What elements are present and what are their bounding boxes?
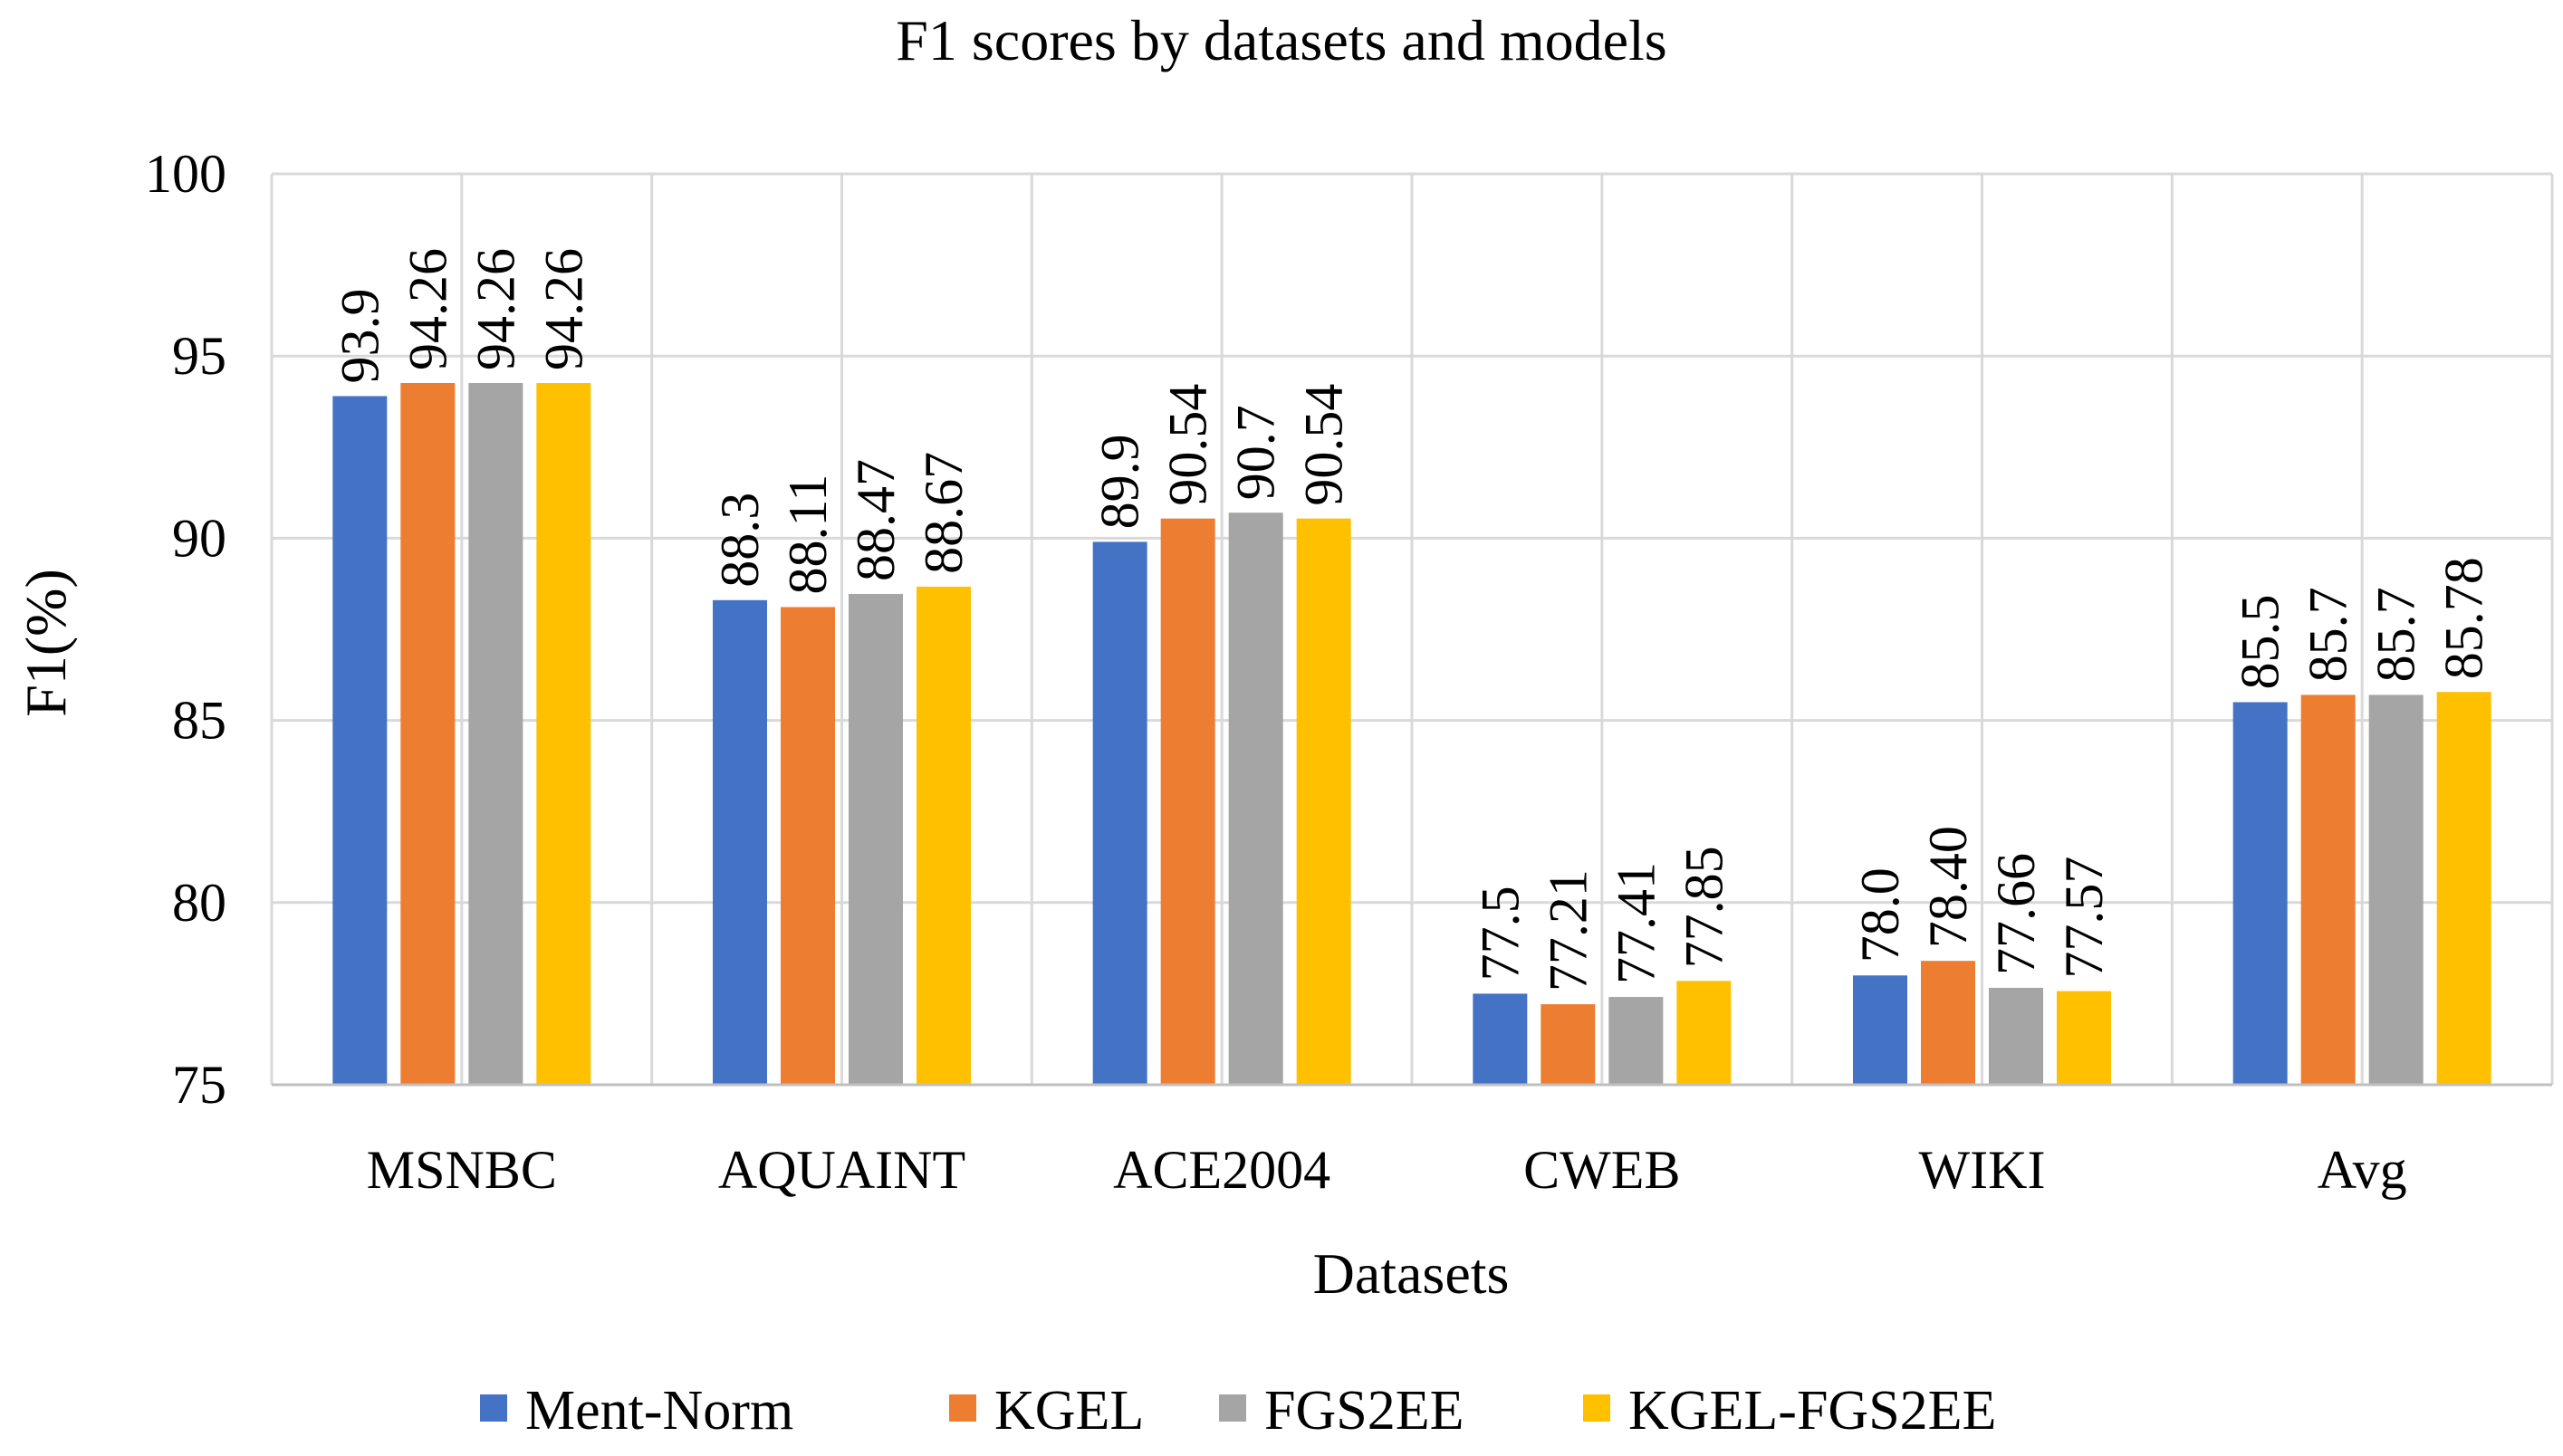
bar-value-label: 77.21 bbox=[1538, 869, 1598, 991]
y-tick-label: 80 bbox=[172, 873, 226, 933]
bar bbox=[917, 586, 971, 1085]
bar bbox=[536, 382, 591, 1085]
bar bbox=[2057, 991, 2111, 1085]
bar-value-label: 77.57 bbox=[2054, 857, 2114, 979]
bar-value-label: 94.26 bbox=[466, 248, 525, 370]
bar bbox=[1296, 518, 1351, 1085]
x-tick-label: MSNBC bbox=[367, 1140, 557, 1200]
bar bbox=[1921, 961, 1975, 1085]
bar-value-label: 78.0 bbox=[1850, 867, 1910, 963]
legend-label: FGS2EE bbox=[1264, 1380, 1464, 1442]
legend-swatch bbox=[949, 1394, 976, 1422]
legend-label: KGEL bbox=[994, 1380, 1144, 1442]
bar bbox=[2436, 692, 2491, 1085]
bar-value-label: 85.7 bbox=[2299, 587, 2358, 682]
bar-value-label: 93.9 bbox=[330, 288, 389, 383]
y-tick-label: 95 bbox=[172, 326, 226, 386]
bars bbox=[332, 382, 2491, 1085]
legend-swatch bbox=[1219, 1394, 1246, 1422]
bar-value-label: 77.85 bbox=[1674, 846, 1733, 968]
legend-label: Ment-Norm bbox=[525, 1380, 793, 1442]
x-tick-label: Avg bbox=[2318, 1140, 2407, 1200]
bar bbox=[1853, 975, 1907, 1085]
bar bbox=[468, 382, 523, 1085]
bar bbox=[1228, 512, 1283, 1085]
bar bbox=[713, 599, 767, 1085]
x-tick-label: WIKI bbox=[1919, 1140, 2046, 1200]
axes: 75 80 85 90 95 100 MSNBC AQUAINT ACE2004 CWEB WIKI… bbox=[145, 144, 2552, 1200]
bar bbox=[332, 396, 388, 1085]
y-tick-label: 75 bbox=[172, 1055, 226, 1115]
y-tick-label: 100 bbox=[145, 144, 226, 204]
bar-value-label: 77.41 bbox=[1606, 862, 1665, 984]
grid bbox=[270, 172, 2554, 1085]
bar-value-label: 78.40 bbox=[1918, 826, 1978, 948]
bar bbox=[1608, 997, 1664, 1085]
bar bbox=[2232, 702, 2288, 1085]
bar-value-label: 85.5 bbox=[2231, 594, 2290, 689]
bar-value-label: 85.7 bbox=[2366, 587, 2426, 682]
bar-value-label: 94.26 bbox=[398, 248, 457, 370]
y-tick-label: 85 bbox=[172, 691, 226, 751]
bar bbox=[1160, 518, 1215, 1085]
bar bbox=[1676, 981, 1732, 1085]
bar bbox=[400, 382, 456, 1085]
bar-value-label: 88.3 bbox=[710, 493, 770, 588]
x-tick-label: ACE2004 bbox=[1113, 1140, 1330, 1200]
bar bbox=[2300, 694, 2356, 1085]
bar-value-label: 88.47 bbox=[846, 459, 906, 581]
bar bbox=[2368, 694, 2424, 1085]
bar-value-label: 90.54 bbox=[1294, 384, 1354, 506]
bar-value-label: 85.78 bbox=[2434, 557, 2494, 679]
legend: Ment-Norm KGEL FGS2EE KGEL-FGS2EE bbox=[480, 1380, 1996, 1442]
x-axis-title: Datasets bbox=[1313, 1241, 1510, 1306]
bar bbox=[1541, 1004, 1596, 1085]
bar-value-label: 77.5 bbox=[1470, 886, 1530, 981]
x-tick-label: AQUAINT bbox=[718, 1140, 965, 1200]
y-tick-label: 90 bbox=[172, 508, 226, 568]
bar bbox=[1092, 541, 1147, 1085]
bar-value-label: 88.11 bbox=[778, 474, 838, 595]
bar-value-label: 94.26 bbox=[533, 248, 593, 370]
bar-value-label: 77.66 bbox=[1986, 853, 2046, 975]
bar-value-label: 90.7 bbox=[1226, 405, 1286, 500]
chart-title: F1 scores by datasets and models bbox=[896, 8, 1666, 72]
legend-swatch bbox=[480, 1394, 507, 1422]
x-tick-label: CWEB bbox=[1523, 1140, 1680, 1200]
bar-value-label: 88.67 bbox=[914, 452, 974, 574]
legend-swatch bbox=[1583, 1394, 1610, 1422]
bar bbox=[849, 593, 903, 1085]
bar bbox=[781, 607, 835, 1085]
legend-label: KGEL-FGS2EE bbox=[1628, 1380, 1996, 1442]
y-axis-title: F1(%) bbox=[14, 569, 78, 717]
bar bbox=[1989, 987, 2043, 1085]
bar-value-label: 89.9 bbox=[1090, 434, 1150, 529]
bar bbox=[1473, 993, 1528, 1085]
bar-value-label: 90.54 bbox=[1158, 384, 1218, 506]
